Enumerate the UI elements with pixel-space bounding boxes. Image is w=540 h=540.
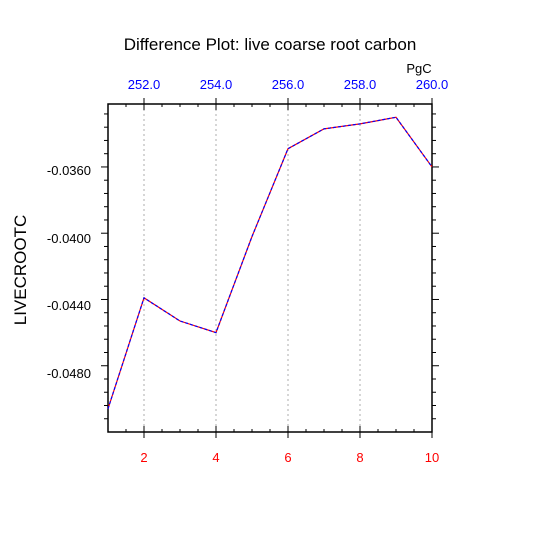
top-tick-label-256: 256.0 [272, 77, 305, 92]
major-ticks [101, 98, 439, 438]
top-tick-label-260: 260.0 [416, 77, 449, 92]
top-axis-unit: PgC [406, 61, 431, 76]
top-tick-label-252: 252.0 [128, 77, 161, 92]
y-tick-label-1: -0.0400 [47, 231, 91, 246]
plot-frame [107, 103, 433, 433]
x-tick-label-2: 2 [140, 450, 147, 465]
chart-title: Difference Plot: live coarse root carbon [124, 35, 417, 54]
top-axis-labels: PgC 252.0 254.0 256.0 258.0 260.0 [128, 61, 449, 92]
top-tick-label-254: 254.0 [200, 77, 233, 92]
x-tick-label-4: 4 [212, 450, 219, 465]
series-line-base-0 [107, 116, 433, 409]
top-tick-label-258: 258.0 [344, 77, 377, 92]
left-axis-labels: -0.0360 -0.0400 -0.0440 -0.0480 [47, 163, 91, 381]
grid-layer [143, 104, 361, 432]
y-tick-label-2: -0.0440 [47, 298, 91, 313]
y-tick-label-0: -0.0360 [47, 163, 91, 178]
x-tick-label-10: 10 [425, 450, 439, 465]
y-tick-label-3: -0.0480 [47, 366, 91, 381]
x-tick-label-6: 6 [284, 450, 291, 465]
minor-ticks [104, 104, 436, 432]
y-axis-label: LIVECROOTC [11, 215, 30, 326]
series-layer [107, 116, 433, 409]
bottom-axis-labels: 2 4 6 8 10 [140, 450, 439, 465]
x-tick-label-8: 8 [356, 450, 363, 465]
series-line-dash-0 [107, 116, 433, 409]
